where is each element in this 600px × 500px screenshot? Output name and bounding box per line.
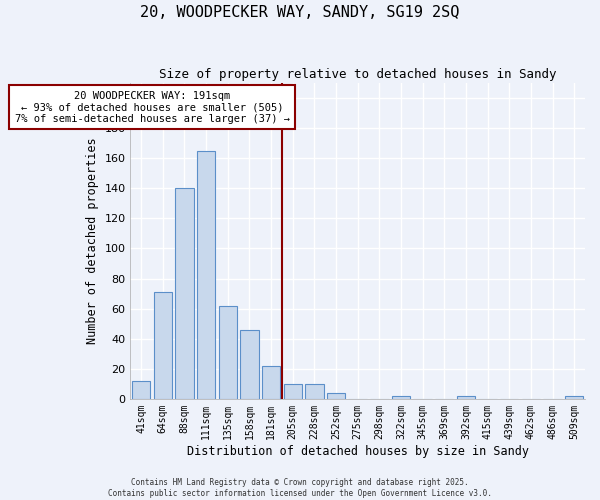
Text: 20, WOODPECKER WAY, SANDY, SG19 2SQ: 20, WOODPECKER WAY, SANDY, SG19 2SQ bbox=[140, 5, 460, 20]
Bar bbox=[457, 396, 475, 399]
Bar bbox=[175, 188, 194, 399]
Bar bbox=[305, 384, 323, 399]
Bar bbox=[565, 396, 583, 399]
Bar bbox=[262, 366, 280, 399]
Bar bbox=[392, 396, 410, 399]
Text: Contains HM Land Registry data © Crown copyright and database right 2025.
Contai: Contains HM Land Registry data © Crown c… bbox=[108, 478, 492, 498]
Bar bbox=[218, 306, 237, 399]
Bar bbox=[197, 150, 215, 399]
Y-axis label: Number of detached properties: Number of detached properties bbox=[86, 138, 99, 344]
Title: Size of property relative to detached houses in Sandy: Size of property relative to detached ho… bbox=[159, 68, 556, 80]
X-axis label: Distribution of detached houses by size in Sandy: Distribution of detached houses by size … bbox=[187, 444, 529, 458]
Bar bbox=[327, 393, 345, 399]
Bar bbox=[284, 384, 302, 399]
Bar bbox=[154, 292, 172, 399]
Bar bbox=[132, 381, 151, 399]
Text: 20 WOODPECKER WAY: 191sqm
← 93% of detached houses are smaller (505)
7% of semi-: 20 WOODPECKER WAY: 191sqm ← 93% of detac… bbox=[14, 90, 290, 124]
Bar bbox=[240, 330, 259, 399]
